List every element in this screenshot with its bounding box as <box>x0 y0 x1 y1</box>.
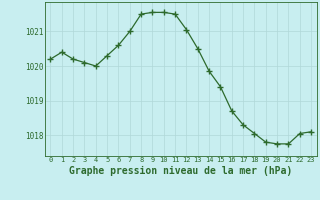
X-axis label: Graphe pression niveau de la mer (hPa): Graphe pression niveau de la mer (hPa) <box>69 166 292 176</box>
